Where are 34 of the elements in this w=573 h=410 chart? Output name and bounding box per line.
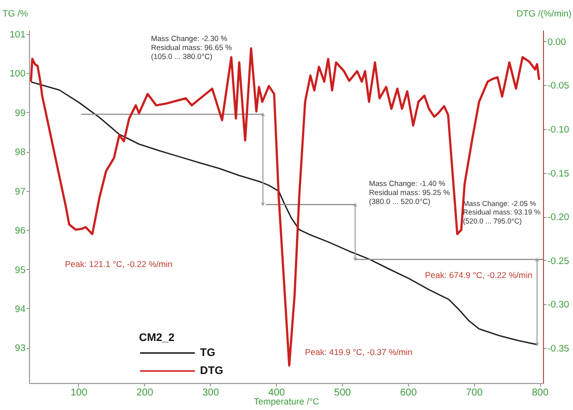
- legend-title: CM2_2: [139, 332, 174, 344]
- y-tick-label: 99: [14, 108, 26, 119]
- x-tick-label: 200: [136, 388, 154, 398]
- y2-tick-label: -0.30: [548, 300, 570, 311]
- y-tick-label: 94: [14, 304, 26, 315]
- legend-label: TG: [200, 347, 216, 359]
- y-tick-label: 100: [10, 68, 26, 80]
- y-tick-label: 95: [14, 264, 26, 276]
- x-axis-title: Temperature /°C: [254, 396, 320, 406]
- y2-tick-label: -0.15: [548, 168, 570, 180]
- y-tick-label: 93: [14, 343, 26, 354]
- y-tick-label: 97: [14, 186, 26, 198]
- x-tick-label: 600: [400, 388, 418, 398]
- x-tick-label: 800: [532, 388, 549, 398]
- annotation: Peak: 121.1 °C, -0.22 %/min: [65, 259, 173, 269]
- y2-tick-label: -0.35: [548, 343, 570, 354]
- y2-axis-title: DTG /(%/min): [516, 8, 572, 18]
- y2-tick-label: 0.00: [548, 36, 566, 48]
- y2-tick-label: -0.05: [548, 80, 570, 92]
- y-tick-label: 98: [14, 147, 26, 158]
- y-tick-label: 101: [10, 29, 26, 40]
- x-tick-label: 300: [202, 388, 220, 398]
- x-tick-label: 400: [268, 388, 286, 398]
- y-tick-label: 96: [14, 226, 26, 237]
- x-tick-label: 500: [334, 388, 352, 398]
- y-axis-title: TG /%: [2, 8, 28, 18]
- legend-label: DTG: [200, 365, 224, 377]
- x-tick-label: 700: [466, 388, 484, 398]
- y2-tick-label: -0.10: [548, 124, 570, 136]
- x-tick-label: 100: [70, 388, 88, 398]
- annotation: Peak: 674.9 °C, -0.22 %/min: [425, 270, 533, 280]
- y2-tick-label: -0.25: [548, 256, 570, 267]
- y2-tick-label: -0.20: [548, 212, 570, 224]
- annotation: Peak: 419.9 °C, -0.37 %/min: [305, 347, 413, 357]
